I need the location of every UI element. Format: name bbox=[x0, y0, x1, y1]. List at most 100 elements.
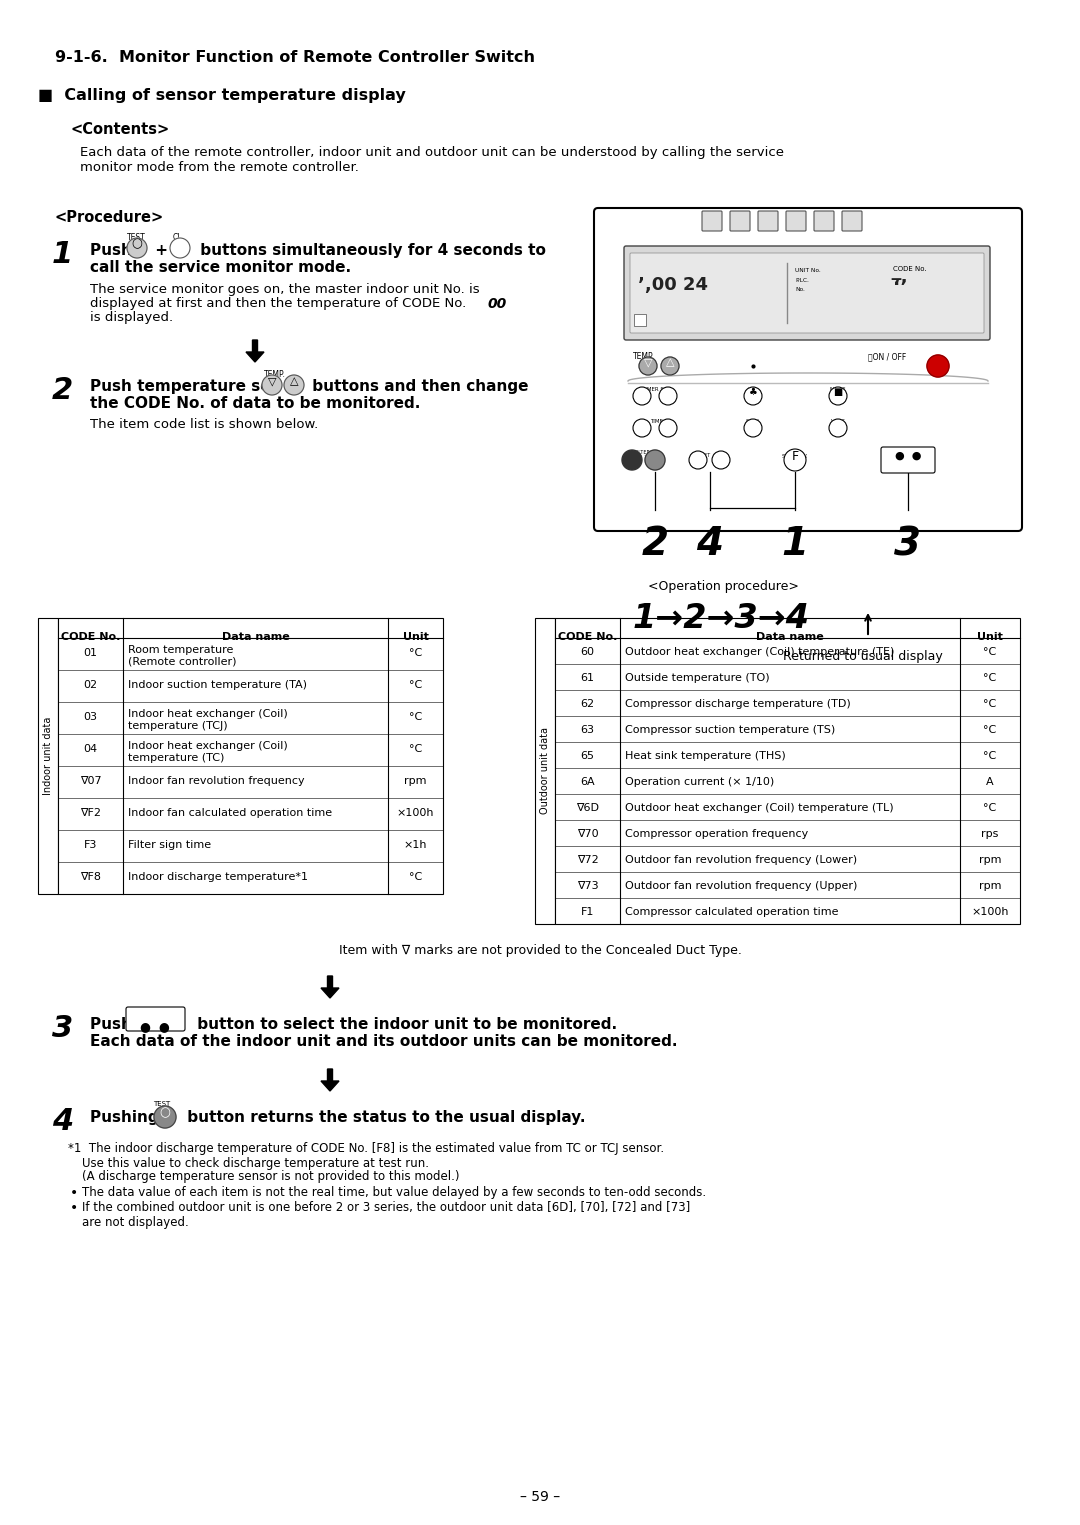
Text: P.LC.: P.LC. bbox=[795, 278, 809, 284]
Bar bbox=[38, 618, 58, 894]
Text: rpm: rpm bbox=[404, 776, 427, 785]
Text: Compressor calculated operation time: Compressor calculated operation time bbox=[625, 907, 838, 917]
Text: 03: 03 bbox=[83, 712, 97, 721]
Circle shape bbox=[639, 357, 657, 375]
Text: displayed at first and then the temperature of CODE No.: displayed at first and then the temperat… bbox=[90, 297, 471, 310]
FancyBboxPatch shape bbox=[630, 253, 984, 332]
Text: *1  The indoor discharge temperature of CODE No. [F8] is the estimated value fro: *1 The indoor discharge temperature of C… bbox=[68, 1142, 664, 1154]
Text: CODE No.: CODE No. bbox=[557, 631, 617, 642]
Text: △: △ bbox=[289, 377, 298, 386]
Text: F1: F1 bbox=[581, 907, 594, 917]
Text: ∇70: ∇70 bbox=[577, 830, 598, 839]
Text: No.: No. bbox=[795, 287, 805, 291]
Text: button returns the status to the usual display.: button returns the status to the usual d… bbox=[183, 1110, 585, 1125]
Text: Outdoor heat exchanger (Coil) temperature (TE): Outdoor heat exchanger (Coil) temperatur… bbox=[625, 647, 894, 657]
Text: Operation current (× 1/10): Operation current (× 1/10) bbox=[625, 778, 774, 787]
Text: TEMP.: TEMP. bbox=[633, 352, 654, 361]
Text: ○: ○ bbox=[132, 238, 143, 250]
Circle shape bbox=[645, 450, 665, 470]
Text: °C: °C bbox=[984, 647, 997, 657]
Text: FILTER: FILTER bbox=[634, 450, 650, 454]
Text: Push temperature set: Push temperature set bbox=[90, 380, 283, 393]
Text: MODE: MODE bbox=[829, 387, 847, 392]
Text: rps: rps bbox=[982, 830, 999, 839]
Text: 65: 65 bbox=[581, 750, 594, 761]
Circle shape bbox=[659, 387, 677, 406]
Text: ♣: ♣ bbox=[748, 387, 757, 397]
Text: Data name: Data name bbox=[756, 631, 824, 642]
Text: Indoor fan revolution frequency: Indoor fan revolution frequency bbox=[129, 776, 305, 785]
Text: TEMP.: TEMP. bbox=[264, 371, 286, 380]
Text: The service monitor goes on, the master indoor unit No. is: The service monitor goes on, the master … bbox=[90, 284, 480, 296]
Circle shape bbox=[661, 357, 679, 375]
Text: °C: °C bbox=[409, 648, 422, 657]
Text: °C: °C bbox=[984, 673, 997, 683]
FancyArrow shape bbox=[321, 976, 339, 997]
Text: UNIT  LOUVER: UNIT LOUVER bbox=[891, 453, 926, 457]
Text: °C: °C bbox=[409, 712, 422, 721]
Text: the CODE No. of data to be monitored.: the CODE No. of data to be monitored. bbox=[90, 396, 420, 412]
Text: Compressor suction temperature (TS): Compressor suction temperature (TS) bbox=[625, 724, 835, 735]
Text: △: △ bbox=[665, 357, 674, 368]
Text: CL: CL bbox=[173, 233, 183, 242]
Text: <Procedure>: <Procedure> bbox=[55, 210, 164, 226]
Text: Unit: Unit bbox=[403, 631, 429, 642]
Text: Pushing: Pushing bbox=[90, 1110, 164, 1125]
Circle shape bbox=[170, 238, 190, 258]
Circle shape bbox=[927, 355, 949, 377]
Text: 00: 00 bbox=[488, 297, 508, 311]
Circle shape bbox=[262, 375, 282, 395]
Text: °C: °C bbox=[409, 872, 422, 881]
Text: TEST: TEST bbox=[127, 233, 146, 242]
Bar bbox=[634, 314, 646, 326]
Text: 6A: 6A bbox=[580, 778, 595, 787]
Text: FAN: FAN bbox=[747, 387, 758, 392]
Text: RESET  TEST: RESET TEST bbox=[626, 454, 658, 461]
Text: – 59 –: – 59 – bbox=[519, 1490, 561, 1504]
Text: 1: 1 bbox=[782, 525, 809, 563]
FancyArrow shape bbox=[321, 1069, 339, 1090]
Bar bbox=[555, 618, 1020, 924]
Circle shape bbox=[744, 387, 762, 406]
Text: Use this value to check discharge temperature at test run.: Use this value to check discharge temper… bbox=[82, 1157, 429, 1170]
Circle shape bbox=[659, 419, 677, 438]
Text: 61: 61 bbox=[581, 673, 594, 683]
Text: 60: 60 bbox=[581, 647, 594, 657]
Text: 3: 3 bbox=[52, 1014, 73, 1043]
Text: The data value of each item is not the real time, but value delayed by a few sec: The data value of each item is not the r… bbox=[82, 1186, 706, 1199]
Text: CODE No.: CODE No. bbox=[893, 265, 927, 271]
Text: TIME: TIME bbox=[649, 419, 662, 424]
Text: Outdoor unit data: Outdoor unit data bbox=[540, 727, 550, 814]
Text: A: A bbox=[986, 778, 994, 787]
Text: <Operation procedure>: <Operation procedure> bbox=[648, 580, 799, 593]
Text: Push: Push bbox=[90, 242, 137, 258]
Text: Filter sign time: Filter sign time bbox=[129, 840, 211, 849]
Text: °C: °C bbox=[409, 680, 422, 689]
Circle shape bbox=[633, 387, 651, 406]
Text: 1→2→3→4: 1→2→3→4 bbox=[633, 602, 810, 634]
Text: Outdoor heat exchanger (Coil) temperature (TL): Outdoor heat exchanger (Coil) temperatur… bbox=[625, 804, 893, 813]
Text: The item code list is shown below.: The item code list is shown below. bbox=[90, 418, 319, 432]
Text: Push: Push bbox=[90, 1017, 137, 1032]
Bar bbox=[58, 618, 443, 894]
FancyArrow shape bbox=[246, 340, 264, 361]
Text: Room temperature: Room temperature bbox=[129, 645, 233, 656]
Text: ∇07: ∇07 bbox=[80, 776, 102, 785]
FancyBboxPatch shape bbox=[624, 246, 990, 340]
Text: Item with ∇ marks are not provided to the Concealed Duct Type.: Item with ∇ marks are not provided to th… bbox=[338, 944, 742, 958]
Text: button to select the indoor unit to be monitored.: button to select the indoor unit to be m… bbox=[192, 1017, 617, 1032]
Bar bbox=[535, 618, 555, 924]
Text: buttons and then change: buttons and then change bbox=[307, 380, 528, 393]
FancyBboxPatch shape bbox=[758, 210, 778, 230]
Text: Unit: Unit bbox=[977, 631, 1003, 642]
Text: Indoor heat exchanger (Coil): Indoor heat exchanger (Coil) bbox=[129, 709, 287, 718]
Text: °C: °C bbox=[984, 750, 997, 761]
Text: F: F bbox=[792, 450, 798, 462]
Text: Returned to usual display: Returned to usual display bbox=[783, 650, 943, 663]
Text: Data name: Data name bbox=[221, 631, 289, 642]
FancyBboxPatch shape bbox=[702, 210, 723, 230]
Text: 63: 63 bbox=[581, 724, 594, 735]
FancyBboxPatch shape bbox=[786, 210, 806, 230]
Text: is displayed.: is displayed. bbox=[90, 311, 173, 323]
Text: 9-1-6.  Monitor Function of Remote Controller Switch: 9-1-6. Monitor Function of Remote Contro… bbox=[55, 50, 535, 66]
